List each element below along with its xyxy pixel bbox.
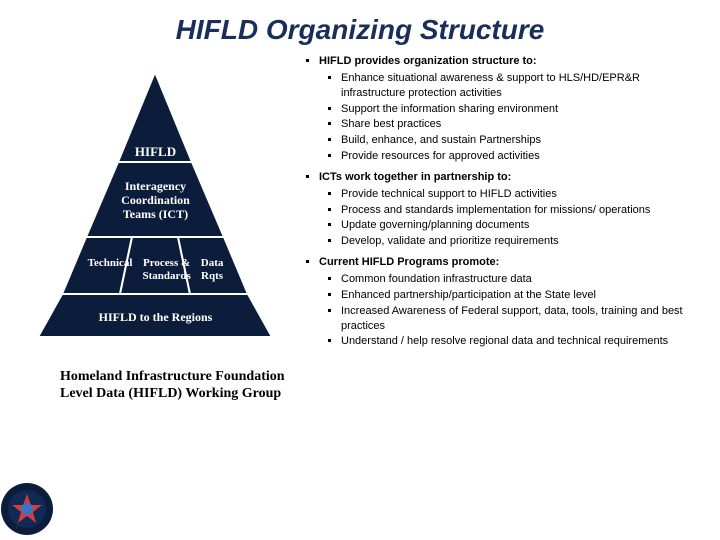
section-1-items: Enhance situational awareness & support … <box>319 71 702 164</box>
caption-line1: Homeland Infrastructure Foundation <box>60 369 285 384</box>
list-item: Increased Awareness of Federal support, … <box>341 304 702 334</box>
pyramid-tier-3: Technical Process &Standards DataRqts <box>18 257 293 282</box>
section-3-items: Common foundation infrastructure data En… <box>319 272 702 349</box>
list-item: Update governing/planning documents <box>341 218 702 233</box>
seal-icon <box>0 482 54 536</box>
section-2: ICTs work together in partnership to: Pr… <box>301 170 702 249</box>
section-3: Current HIFLD Programs promote: Common f… <box>301 255 702 349</box>
list-item: Understand / help resolve regional data … <box>341 334 702 349</box>
section-2-head: ICTs work together in partnership to: <box>319 171 511 183</box>
tier3-technical: Technical <box>88 257 133 282</box>
tier2-line1: Interagency <box>125 179 186 193</box>
section-2-items: Provide technical support to HIFLD activ… <box>319 187 702 249</box>
list-item: Share best practices <box>341 117 702 132</box>
content-row: HIFLD Interagency Coordination Teams (IC… <box>0 54 720 355</box>
section-3-head: Current HIFLD Programs promote: <box>319 256 499 268</box>
list-item: Support the information sharing environm… <box>341 102 702 117</box>
tier3-data: DataRqts <box>201 257 224 282</box>
section-1-head: HIFLD provides organization structure to… <box>319 55 537 67</box>
list-item: Develop, validate and prioritize require… <box>341 234 702 249</box>
tier3-process: Process &Standards <box>142 257 190 282</box>
list-item: Process and standards implementation for… <box>341 203 702 218</box>
list-item: Provide resources for approved activitie… <box>341 149 702 164</box>
list-item: Provide technical support to HIFLD activ… <box>341 187 702 202</box>
bullets-column: HIFLD provides organization structure to… <box>293 54 702 355</box>
tier2-line2: Coordination <box>121 193 190 207</box>
pyramid-tier-2: Interagency Coordination Teams (ICT) <box>18 180 293 221</box>
tier2-line3: Teams (ICT) <box>123 207 188 221</box>
slide-number: 7 <box>14 520 20 532</box>
list-item: Enhanced partnership/participation at th… <box>341 288 702 303</box>
slide-title: HIFLD Organizing Structure <box>0 0 720 54</box>
list-item: Common foundation infrastructure data <box>341 272 702 287</box>
footer-caption: Homeland Infrastructure Foundation Level… <box>60 369 340 403</box>
caption-line2: Level Data (HIFLD) Working Group <box>60 386 281 401</box>
pyramid-column: HIFLD Interagency Coordination Teams (IC… <box>18 54 293 355</box>
section-1: HIFLD provides organization structure to… <box>301 54 702 164</box>
pyramid-diagram: HIFLD Interagency Coordination Teams (IC… <box>18 62 293 342</box>
pyramid-tier-1: HIFLD <box>18 144 293 160</box>
list-item: Build, enhance, and sustain Partnerships <box>341 133 702 148</box>
pyramid-tier-4: HIFLD to the Regions <box>18 310 293 325</box>
list-item: Enhance situational awareness & support … <box>341 71 702 101</box>
